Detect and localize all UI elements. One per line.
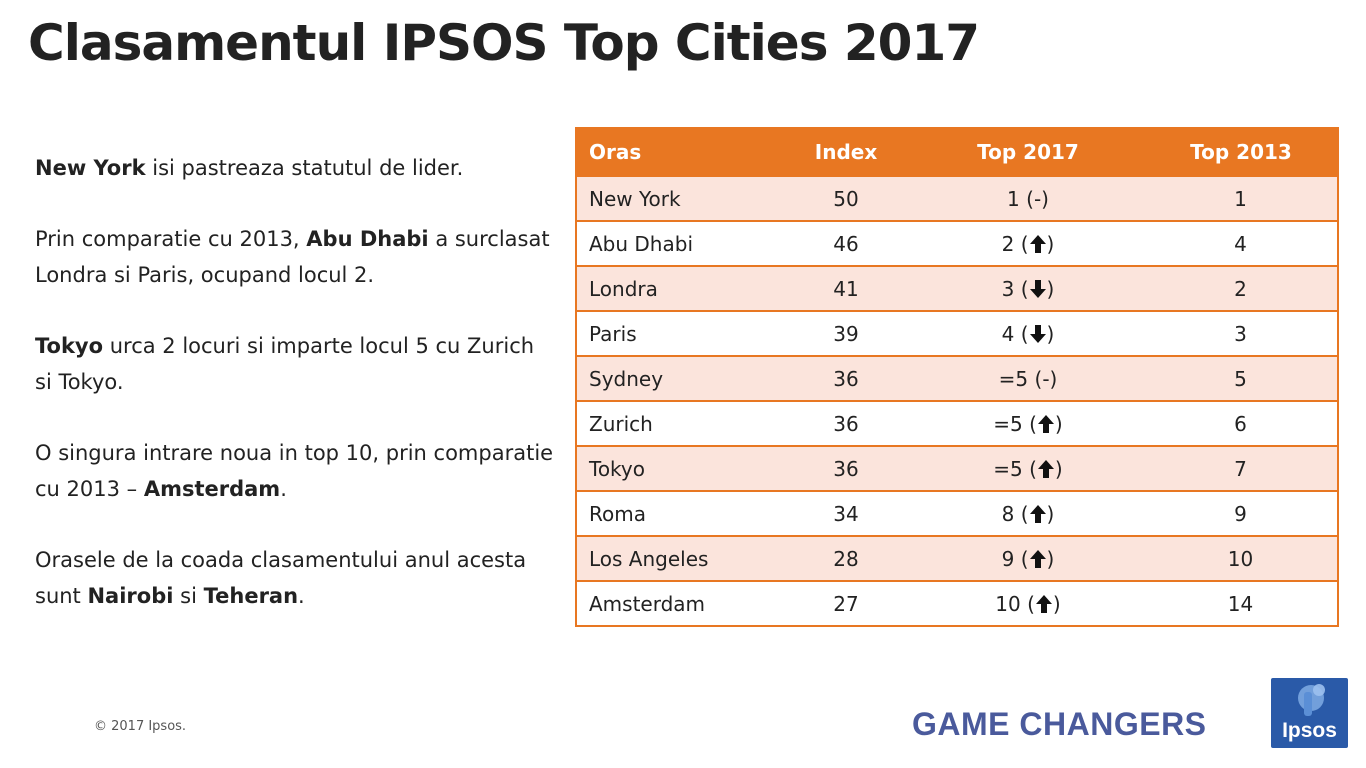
table-row: Tokyo 36 =5 () 7	[575, 445, 1339, 492]
table-row: Abu Dhabi 46 2 () 4	[575, 220, 1339, 267]
cell-top-2017: 9 ()	[912, 535, 1144, 582]
table-row: Los Angeles 28 9 () 10	[575, 535, 1339, 582]
cell-city: New York	[575, 175, 780, 222]
commentary-paragraph: O singura intrare noua in top 10, prin c…	[35, 441, 554, 501]
cell-city: Abu Dhabi	[575, 220, 780, 267]
cell-top-2013: 1	[1144, 175, 1339, 222]
cell-top-2017: 8 ()	[912, 490, 1144, 537]
cell-city: Zurich	[575, 400, 780, 447]
commentary-text: New York isi pastreaza statutul de lider…	[35, 150, 555, 649]
arrow-up-icon	[1035, 594, 1052, 613]
ipsos-logo: Ipsos	[1271, 678, 1348, 748]
cell-index: 39	[780, 310, 912, 357]
cell-top-2013: 2	[1144, 265, 1339, 312]
cell-top-2013: 3	[1144, 310, 1339, 357]
logo-text: Ipsos	[1282, 719, 1337, 742]
header-city: Oras	[575, 127, 781, 177]
ranking-table: Oras Index Top 2017 Top 2013 New York 50 1…	[575, 127, 1339, 627]
cell-index: 34	[780, 490, 912, 537]
commentary-paragraph: Tokyo urca 2 locuri si imparte locul 5 c…	[35, 334, 535, 394]
table-row: New York 50 1 (-) 1	[575, 175, 1339, 222]
cell-top-2017: 3 ()	[912, 265, 1144, 312]
cell-index: 50	[780, 175, 912, 222]
cell-index: 36	[780, 355, 912, 402]
cell-city: Tokyo	[575, 445, 780, 492]
table-header-row: Oras Index Top 2017 Top 2013	[575, 127, 1339, 177]
cell-index: 27	[780, 580, 912, 627]
cell-top-2017: =5 ()	[912, 445, 1144, 492]
copyright: © 2017 Ipsos.	[94, 719, 187, 734]
cell-city: Amsterdam	[575, 580, 780, 627]
cell-city: Los Angeles	[575, 535, 780, 582]
header-top-2013: Top 2013	[1143, 127, 1339, 177]
cell-top-2013: 6	[1144, 400, 1339, 447]
table-row: Londra 41 3 () 2	[575, 265, 1339, 312]
cell-index: 36	[780, 445, 912, 492]
commentary-paragraph: Orasele de la coada clasamentului anul a…	[35, 548, 527, 608]
cell-top-2017: 4 ()	[912, 310, 1144, 357]
table-row: Amsterdam 27 10 () 14	[575, 580, 1339, 627]
cell-top-2013: 10	[1144, 535, 1339, 582]
page-title: Clasamentul IPSOS Top Cities 2017	[28, 14, 980, 72]
cell-top-2017: 10 ()	[912, 580, 1144, 627]
table-row: Sydney 36 =5 (-) 5	[575, 355, 1339, 402]
arrow-up-icon	[1029, 504, 1046, 523]
table-row: Paris 39 4 () 3	[575, 310, 1339, 357]
arrow-up-icon	[1029, 549, 1046, 568]
cell-top-2017: =5 (-)	[912, 355, 1144, 402]
cell-top-2013: 4	[1144, 220, 1339, 267]
cell-city: Sydney	[575, 355, 780, 402]
table-row: Roma 34 8 () 9	[575, 490, 1339, 537]
cell-top-2013: 7	[1144, 445, 1339, 492]
arrow-down-icon	[1029, 279, 1046, 298]
commentary-paragraph: New York isi pastreaza statutul de lider…	[35, 156, 464, 180]
cell-index: 41	[780, 265, 912, 312]
cell-index: 28	[780, 535, 912, 582]
cell-top-2013: 5	[1144, 355, 1339, 402]
cell-city: Roma	[575, 490, 780, 537]
cell-city: Paris	[575, 310, 780, 357]
header-index: Index	[779, 127, 913, 177]
logo-mark-icon	[1298, 684, 1325, 716]
cell-top-2017: 1 (-)	[912, 175, 1144, 222]
cell-city: Londra	[575, 265, 780, 312]
table-row: Zurich 36 =5 () 6	[575, 400, 1339, 447]
tagline: GAME CHANGERS	[912, 706, 1207, 742]
arrow-down-icon	[1029, 324, 1046, 343]
cell-top-2017: 2 ()	[912, 220, 1144, 267]
header-top-2017: Top 2017	[911, 127, 1145, 177]
cell-index: 46	[780, 220, 912, 267]
cell-top-2013: 14	[1144, 580, 1339, 627]
cell-index: 36	[780, 400, 912, 447]
arrow-up-icon	[1037, 459, 1054, 478]
arrow-up-icon	[1029, 234, 1046, 253]
commentary-paragraph: Prin comparatie cu 2013, Abu Dhabi a sur…	[35, 227, 550, 287]
cell-top-2013: 9	[1144, 490, 1339, 537]
cell-top-2017: =5 ()	[912, 400, 1144, 447]
arrow-up-icon	[1037, 414, 1054, 433]
